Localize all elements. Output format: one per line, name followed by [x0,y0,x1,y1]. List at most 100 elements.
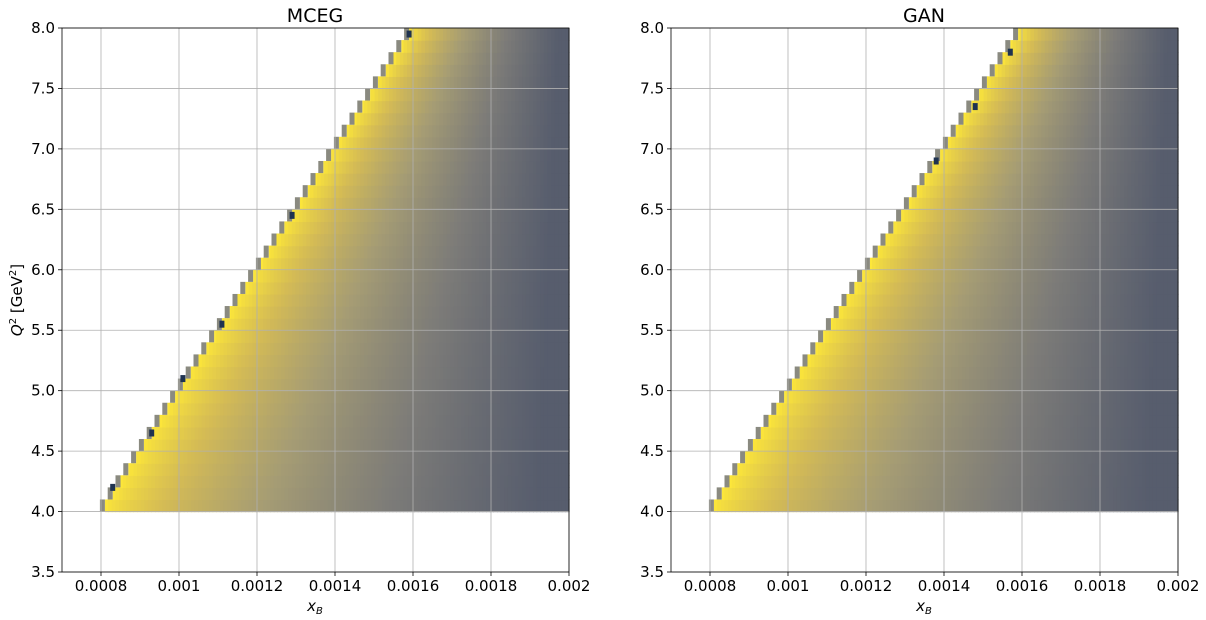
heatmap-cell [356,402,361,416]
heatmap-cell [525,233,530,247]
heatmap-cell [345,173,350,186]
heatmap-cell [507,426,512,440]
heatmap-cell [958,402,963,416]
heatmap-cell [529,136,534,150]
heatmap-cell [403,475,408,488]
heatmap-cell [1163,499,1168,513]
heatmap-cell [1023,426,1028,440]
heatmap-cell [205,402,210,416]
heatmap-cell [836,390,841,404]
heatmap-cell [450,354,455,368]
heatmap-cell [980,499,985,513]
heatmap-cell [551,112,556,126]
heatmap-cell [378,221,383,235]
heatmap-cell [201,499,206,513]
heatmap-cell [439,76,444,90]
heatmap-cell [850,499,855,513]
heatmap-cell [767,439,772,452]
heatmap-cell [1109,402,1114,416]
heatmap-cell [299,390,304,404]
heatmap-cell [926,390,931,404]
heatmap-cell [479,52,484,65]
heatmap-cell [252,390,257,404]
heatmap-cell [281,342,286,355]
heatmap-cell [522,281,527,295]
heatmap-cell [861,487,866,501]
heatmap-cell [1062,366,1067,380]
heatmap-cell [728,487,733,501]
heatmap-cell [1160,426,1165,440]
heatmap-cell [288,281,293,295]
heatmap-cell [475,40,480,53]
heatmap-cell [1012,463,1017,476]
heatmap-cell [983,390,988,404]
heatmap-cell [832,378,837,392]
heatmap-cell [1005,499,1010,513]
heatmap-cell [385,209,390,223]
heatmap-cell [515,28,520,41]
heatmap-cell [850,378,855,392]
heatmap-edge-cell [716,487,722,500]
heatmap-cell [1037,463,1042,476]
heatmap-cell [450,414,455,428]
heatmap-cell [551,257,556,271]
heatmap-cell [515,318,520,331]
heatmap-cell [1091,366,1096,380]
heatmap-cell [194,366,199,380]
heatmap-cell [450,124,455,138]
heatmap-cell [947,451,952,464]
heatmap-cell [187,463,192,476]
heatmap-cell [360,221,365,235]
heatmap-cell [1160,487,1165,501]
heatmap-cell [428,402,433,416]
heatmap-cell [317,269,322,283]
heatmap-cell [518,40,523,53]
heatmap-cell [381,221,386,235]
heatmap-cell [504,64,509,77]
heatmap-cell [500,221,505,235]
heatmap-cell [529,173,534,186]
heatmap-cell [206,342,210,355]
heatmap-cell [381,330,386,343]
heatmap-cell [749,487,754,501]
heatmap-cell [515,88,520,102]
heatmap-cell [363,173,368,186]
heatmap-cell [363,318,368,331]
heatmap-cell [389,269,394,283]
heatmap-cell [219,342,224,355]
heatmap-cell [306,257,311,271]
heatmap-cell [389,281,394,295]
heatmap-cell [1095,366,1100,380]
heatmap-cell [399,378,404,392]
heatmap-cell [868,414,873,428]
heatmap-cell [543,221,548,235]
heatmap-cell [335,173,340,186]
heatmap-cell [295,499,300,513]
heatmap-cell [450,293,455,307]
heatmap-cell [551,197,556,210]
heatmap-cell [367,257,372,271]
heatmap-edge-cell [318,160,324,174]
heatmap-cell [500,475,505,488]
heatmap-cell [515,426,520,440]
heatmap-cell [216,354,221,368]
heatmap-cell [201,439,206,452]
heatmap-cell [1088,439,1093,452]
heatmap-cell [482,100,487,114]
heatmap-cell [457,148,462,162]
heatmap-cell [453,64,458,77]
heatmap-cell [1134,402,1139,416]
heatmap-cell [882,378,887,392]
heatmap-cell [345,463,350,476]
heatmap-cell [360,148,365,162]
heatmap-cell [356,197,361,210]
heatmap-cell [738,499,743,513]
heatmap-cell [471,245,476,259]
heatmap-cell [399,124,404,138]
heatmap-cell [965,451,970,464]
heatmap-cell [428,451,433,464]
heatmap-cell [212,426,217,440]
heatmap-cell [374,88,379,102]
heatmap-cell [263,439,268,452]
heatmap-cell [396,124,401,138]
